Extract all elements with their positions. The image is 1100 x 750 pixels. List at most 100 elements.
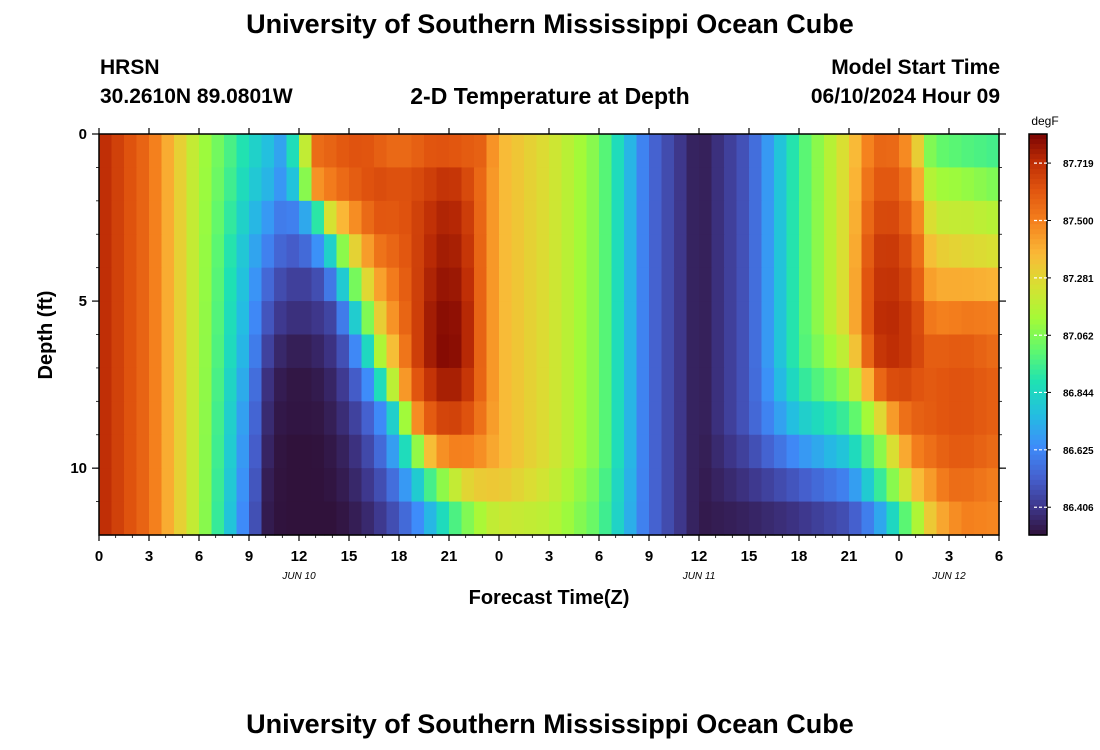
- heatmap-cell: [486, 234, 500, 269]
- heatmap-cell: [399, 200, 413, 235]
- heatmap-cell: [586, 267, 600, 302]
- colorbar-cell: [1029, 434, 1047, 441]
- y-tick-labels: 0 5 10: [70, 126, 87, 477]
- heatmap-cell: [774, 267, 788, 302]
- heatmap-cell: [499, 367, 513, 402]
- heatmap-cell: [549, 234, 563, 269]
- heatmap-cell: [486, 367, 500, 402]
- heatmap-cell: [886, 334, 900, 369]
- heatmap-cell: [324, 267, 338, 302]
- heatmap-cell: [111, 234, 125, 269]
- heatmap-cell: [811, 334, 825, 369]
- colorbar-cell: [1029, 344, 1047, 351]
- colorbar-cell: [1029, 144, 1047, 150]
- heatmap-cell: [549, 301, 563, 336]
- heatmap-cell: [349, 234, 363, 269]
- heatmap-cell: [561, 167, 575, 202]
- heatmap-cell: [811, 267, 825, 302]
- heatmap-cell: [361, 501, 375, 536]
- heatmap-cell: [599, 434, 613, 469]
- heatmap-cell: [224, 134, 238, 169]
- heatmap-cell: [911, 200, 925, 235]
- heatmap-cell: [349, 401, 363, 436]
- heatmap-cell: [799, 200, 813, 235]
- heatmap-cell: [636, 501, 650, 536]
- heatmap-cell: [611, 367, 625, 402]
- heatmap-cell: [924, 367, 938, 402]
- heatmap-cell: [961, 401, 975, 436]
- heatmap-cell: [286, 434, 300, 469]
- heatmap-cell: [699, 434, 713, 469]
- x-tick-label: 15: [741, 548, 758, 565]
- heatmap-cell: [399, 401, 413, 436]
- colorbar-cell: [1029, 519, 1047, 526]
- heatmap-cell: [186, 200, 200, 235]
- heatmap-cell: [674, 501, 688, 536]
- colorbar-cell: [1029, 239, 1047, 245]
- heatmap-cell: [961, 167, 975, 202]
- heatmap-cell: [661, 134, 675, 169]
- heatmap-cell: [924, 334, 938, 369]
- heatmap-cell: [149, 167, 163, 202]
- heatmap-cell: [336, 468, 350, 503]
- colorbar-cell: [1029, 274, 1047, 280]
- colorbar-cell: [1029, 479, 1047, 486]
- heatmap-cell: [874, 234, 888, 269]
- heatmap-cell: [249, 434, 263, 469]
- heatmap-cell: [311, 301, 325, 336]
- heatmap-cell: [836, 167, 850, 202]
- heatmap-cell: [536, 200, 550, 235]
- heatmap-cell: [299, 267, 313, 302]
- heatmap-cell: [311, 401, 325, 436]
- heatmap-cell: [311, 234, 325, 269]
- heatmap-cell: [724, 468, 738, 503]
- heatmap-cell: [886, 134, 900, 169]
- heatmap-cell: [449, 367, 463, 402]
- heatmap-cell: [624, 468, 638, 503]
- heatmap-cell: [286, 301, 300, 336]
- heatmap-cell: [824, 501, 838, 536]
- heatmap-cell: [586, 167, 600, 202]
- heatmap-cell: [949, 267, 963, 302]
- heatmap-cell: [799, 167, 813, 202]
- heatmap-cell: [236, 468, 250, 503]
- heatmap-cell: [799, 267, 813, 302]
- heatmap-cell: [611, 134, 625, 169]
- heatmap-cell: [611, 234, 625, 269]
- heatmap-cell: [511, 267, 525, 302]
- heatmap-cell: [649, 200, 663, 235]
- colorbar-cell: [1029, 189, 1047, 195]
- heatmap-cell: [449, 301, 463, 336]
- heatmap-cell: [261, 301, 275, 336]
- heatmap-cell: [411, 134, 425, 169]
- heatmap-cell: [111, 200, 125, 235]
- heatmap-cell: [824, 334, 838, 369]
- colorbar-tick-label: 86.625: [1063, 446, 1094, 457]
- heatmap-cell: [886, 301, 900, 336]
- heatmap-cell: [736, 401, 750, 436]
- heatmap-cell: [124, 301, 138, 336]
- colorbar-cell: [1029, 459, 1047, 466]
- heatmap-cell: [224, 434, 238, 469]
- x-tick-label: 12: [691, 548, 708, 565]
- heatmap-cell: [736, 267, 750, 302]
- heatmap-cell: [424, 367, 438, 402]
- colorbar-cell: [1029, 309, 1047, 316]
- heatmap-cell: [661, 367, 675, 402]
- heatmap-cell: [99, 468, 113, 503]
- heatmap-cell: [949, 234, 963, 269]
- x-tick-label: 6: [995, 548, 1003, 565]
- heatmap-cell: [424, 334, 438, 369]
- colorbar-cell: [1029, 204, 1047, 210]
- station-id: HRSN: [100, 56, 160, 79]
- colorbar-cell: [1029, 304, 1047, 311]
- heatmap-cell: [336, 301, 350, 336]
- heatmap-cell: [661, 167, 675, 202]
- heatmap-cell: [286, 134, 300, 169]
- heatmap-cell: [136, 468, 150, 503]
- heatmap-cell: [611, 501, 625, 536]
- heatmap-cell: [761, 501, 775, 536]
- heatmap-cell: [349, 167, 363, 202]
- heatmap-cell: [749, 134, 763, 169]
- heatmap-cell: [286, 200, 300, 235]
